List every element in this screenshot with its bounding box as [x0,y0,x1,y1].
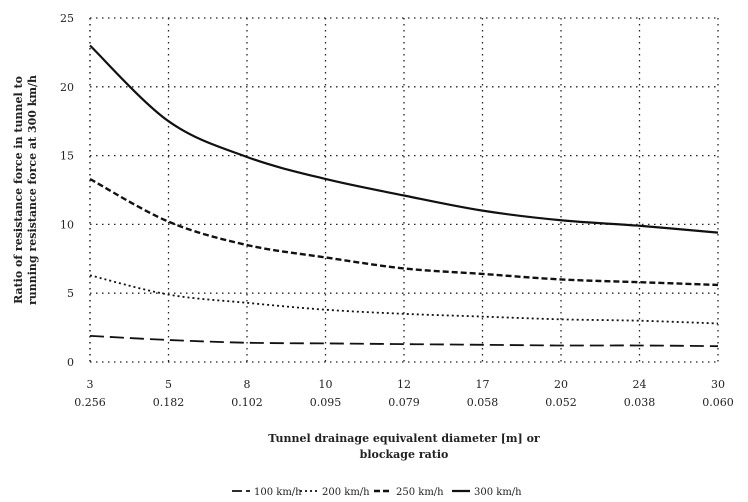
x-tick-sublabel: 0.060 [702,396,734,409]
x-tick-sublabel: 0.102 [231,396,263,409]
y-tick-label: 20 [60,81,74,94]
x-tick-label: 3 [87,378,94,391]
x-tick-label: 30 [711,378,725,391]
y-axis-title: running resistance force at 300 km/h [26,75,39,305]
y-tick-label: 5 [67,287,74,300]
x-tick-label: 12 [397,378,411,391]
y-tick-label: 25 [60,12,74,25]
x-axis-title: Tunnel drainage equivalent diameter [m] … [268,432,540,445]
x-tick-label: 24 [633,378,647,391]
legend-label: 200 km/h [322,487,370,498]
legend-label: 100 km/h [254,487,302,498]
x-tick-label: 8 [244,378,251,391]
legend-label: 300 km/h [474,487,522,498]
grid [90,18,718,362]
x-tick-sublabel: 0.095 [310,396,342,409]
x-tick-label: 5 [165,378,172,391]
y-tick-label: 0 [67,356,74,369]
x-axis-title: blockage ratio [360,448,449,461]
legend-label: 250 km/h [396,487,444,498]
x-tick-sublabel: 0.038 [624,396,656,409]
x-tick-sublabel: 0.079 [388,396,420,409]
x-tick-sublabel: 0.058 [467,396,499,409]
x-tick-sublabel: 0.182 [153,396,185,409]
x-tick-label: 20 [554,378,568,391]
y-axis-title: Ratio of resistance force in tunnel to [12,76,25,304]
x-tick-label: 17 [476,378,490,391]
y-tick-label: 15 [60,150,74,163]
x-tick-sublabel: 0.052 [545,396,577,409]
tick-labels: 0 5 10 15 20 25 3 0.256 5 0.182 8 0.102 10 0.095 12 0.0… [60,12,734,409]
y-tick-label: 10 [60,218,74,231]
x-tick-sublabel: 0.256 [74,396,106,409]
legend: 100 km/h 200 km/h 250 km/h 300 km/h [232,487,522,498]
x-tick-label: 10 [319,378,333,391]
